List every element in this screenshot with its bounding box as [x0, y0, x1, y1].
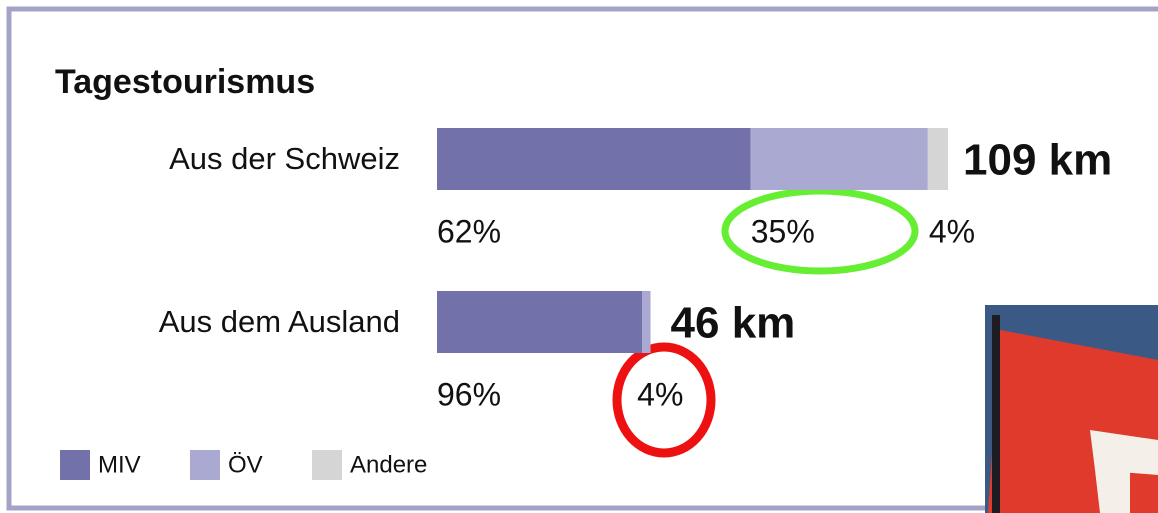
flag: [988, 330, 1158, 513]
chart-title: Tagestourismus: [55, 63, 315, 101]
flag-cross: [1090, 430, 1158, 513]
bar-segment: [437, 291, 642, 353]
total-label: 109 km: [963, 136, 1112, 185]
legend-label: MIV: [98, 451, 141, 478]
highlight-ellipse: [721, 187, 919, 275]
legend-label: ÖV: [228, 451, 263, 478]
value-label: 62%: [437, 213, 501, 249]
bar-segment: [641, 291, 651, 353]
category-label: Aus dem Ausland: [159, 304, 400, 339]
bar-segment: [927, 128, 949, 190]
bar-segment: [750, 128, 928, 190]
total-label: 46 km: [671, 299, 796, 348]
value-label: 96%: [437, 376, 501, 412]
legend-swatch: [190, 450, 220, 480]
flag-photo: [985, 305, 1158, 513]
frame: [6, 6, 1158, 511]
category-label: Aus der Schweiz: [169, 141, 400, 176]
value-label: 35%: [751, 213, 815, 249]
flag-pole: [992, 315, 1000, 513]
highlight-circle: [612, 342, 716, 458]
value-label: 4%: [929, 213, 975, 249]
legend-label: Andere: [350, 451, 427, 478]
legend-swatch: [312, 450, 342, 480]
legend-swatch: [60, 450, 90, 480]
bar-segment: [437, 128, 751, 190]
value-label: 4%: [637, 376, 683, 412]
